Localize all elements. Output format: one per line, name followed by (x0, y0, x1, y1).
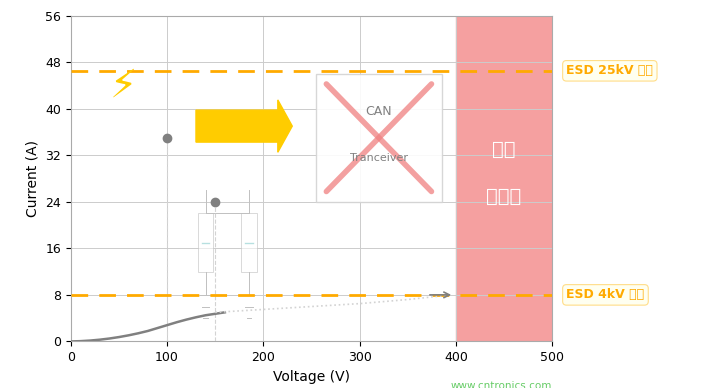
Bar (456, 16, 552, 341)
Text: CAN: CAN (365, 105, 392, 118)
Bar (316, 74, 442, 202)
Text: ESD 25kV 相当: ESD 25kV 相当 (566, 64, 653, 77)
Text: 故障: 故障 (492, 140, 516, 159)
Text: www.cntronics.com: www.cntronics.com (451, 381, 552, 388)
X-axis label: Voltage (V): Voltage (V) (273, 370, 350, 384)
Bar (241, 213, 256, 272)
Bar (198, 213, 213, 272)
FancyArrow shape (196, 100, 292, 152)
Y-axis label: Current (A): Current (A) (25, 140, 40, 217)
Text: ⚡: ⚡ (110, 66, 137, 104)
Text: エリア: エリア (486, 187, 522, 205)
Text: ESD 4kV 相当: ESD 4kV 相当 (566, 288, 644, 301)
Text: Tranceiver: Tranceiver (350, 153, 408, 163)
